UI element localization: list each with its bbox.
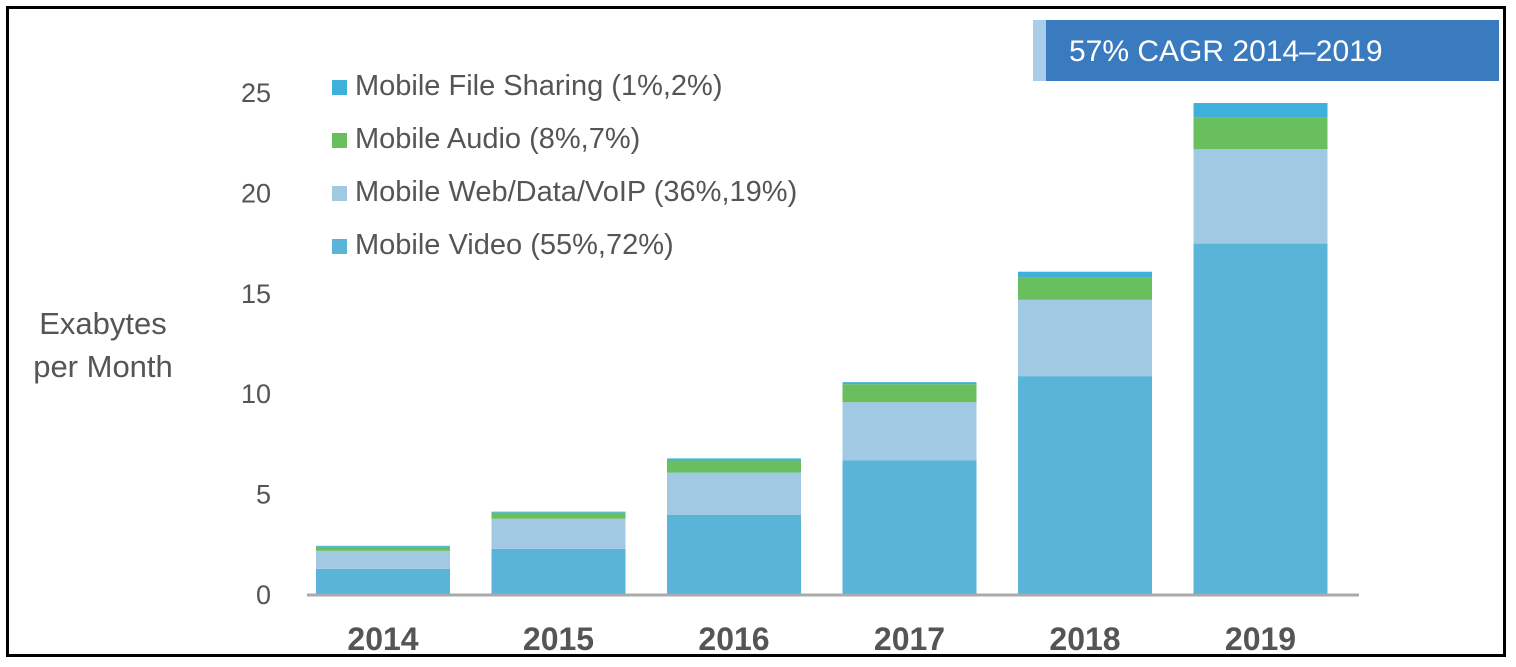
y-axis-label-line-1: Exabytes (39, 306, 167, 341)
bar-segment-2015-0 (491, 548, 626, 595)
bar-segment-2019-3 (1193, 103, 1328, 118)
bar-stack-2014 (316, 545, 450, 595)
x-tick-label: 2019 (1225, 621, 1296, 654)
legend-swatch (332, 133, 347, 148)
bar-segment-2019-0 (1193, 243, 1328, 595)
bar-segment-2016-2 (667, 460, 801, 473)
legend-swatch (332, 239, 347, 254)
legend-label: Mobile Web/Data/VoIP (36%,19%) (355, 176, 797, 208)
y-tick-label: 5 (256, 480, 271, 510)
bar-segment-2014-3 (316, 545, 450, 547)
x-tick-label: 2016 (698, 621, 769, 654)
y-tick-label: 15 (241, 279, 271, 309)
stacked-bar-chart: Exabytes per Month 57% CAGR 2014–2019 0 5… (33, 20, 1499, 654)
bar-stack-2017 (842, 382, 977, 595)
y-tick-label: 0 (256, 580, 271, 610)
y-axis-label: Exabytes per Month (33, 306, 173, 384)
bar-segment-2017-0 (842, 460, 977, 595)
bar-stack-2019 (1193, 103, 1328, 595)
y-tick-label: 25 (241, 78, 271, 108)
x-tick-label: 2015 (523, 621, 594, 654)
bar-stack-2016 (667, 458, 801, 595)
x-tick-label: 2014 (347, 621, 418, 654)
bar-segment-2016-0 (667, 514, 801, 595)
x-tick-label: 2017 (874, 621, 945, 654)
cagr-annotation-text: 57% CAGR 2014–2019 (1069, 35, 1383, 68)
bar-segment-2014-0 (316, 568, 450, 595)
bar-stack-2018 (1018, 271, 1152, 595)
bar-segment-2014-2 (316, 546, 450, 551)
y-axis-label-line-2: per Month (33, 349, 173, 384)
bar-segment-2014-1 (316, 550, 450, 569)
x-tick-label: 2018 (1049, 621, 1120, 654)
cagr-annotation-accent (1033, 20, 1046, 81)
bar-segment-2017-3 (842, 382, 977, 385)
cagr-annotation-box (1033, 20, 1499, 81)
bar-segment-2018-0 (1018, 376, 1152, 595)
bar-segment-2017-1 (842, 402, 977, 461)
bar-segment-2015-2 (491, 512, 626, 519)
x-axis-ticks: 2014 2015 2016 2017 2018 2019 (347, 621, 1296, 654)
bar-segment-2015-1 (491, 518, 626, 549)
legend: Mobile File Sharing (1%,2%) Mobile Audio … (332, 70, 797, 261)
bar-segment-2019-1 (1193, 149, 1328, 244)
legend-swatch (332, 80, 347, 95)
bar-segment-2018-1 (1018, 299, 1152, 377)
legend-label: Mobile Video (55%,72%) (355, 229, 674, 261)
bar-segment-2015-3 (491, 511, 626, 513)
legend-label: Mobile Audio (8%,7%) (355, 123, 640, 155)
y-tick-label: 20 (241, 178, 271, 208)
bar-segment-2016-1 (667, 472, 801, 515)
cagr-annotation: 57% CAGR 2014–2019 (1033, 20, 1499, 81)
y-axis-ticks: 0 5 10 15 20 25 (241, 78, 271, 610)
bar-segment-2018-2 (1018, 277, 1152, 300)
bar-segment-2017-2 (842, 384, 977, 403)
legend-label: Mobile File Sharing (1%,2%) (355, 70, 722, 102)
bar-segment-2018-3 (1018, 271, 1152, 278)
y-tick-label: 10 (241, 379, 271, 409)
chart-frame: Exabytes per Month 57% CAGR 2014–2019 0 5… (6, 6, 1506, 657)
bar-segment-2016-3 (667, 458, 801, 461)
bar-stack-2015 (491, 511, 626, 595)
bar-segment-2019-2 (1193, 117, 1328, 150)
bar-stacks (316, 103, 1328, 595)
legend-swatch (332, 186, 347, 201)
